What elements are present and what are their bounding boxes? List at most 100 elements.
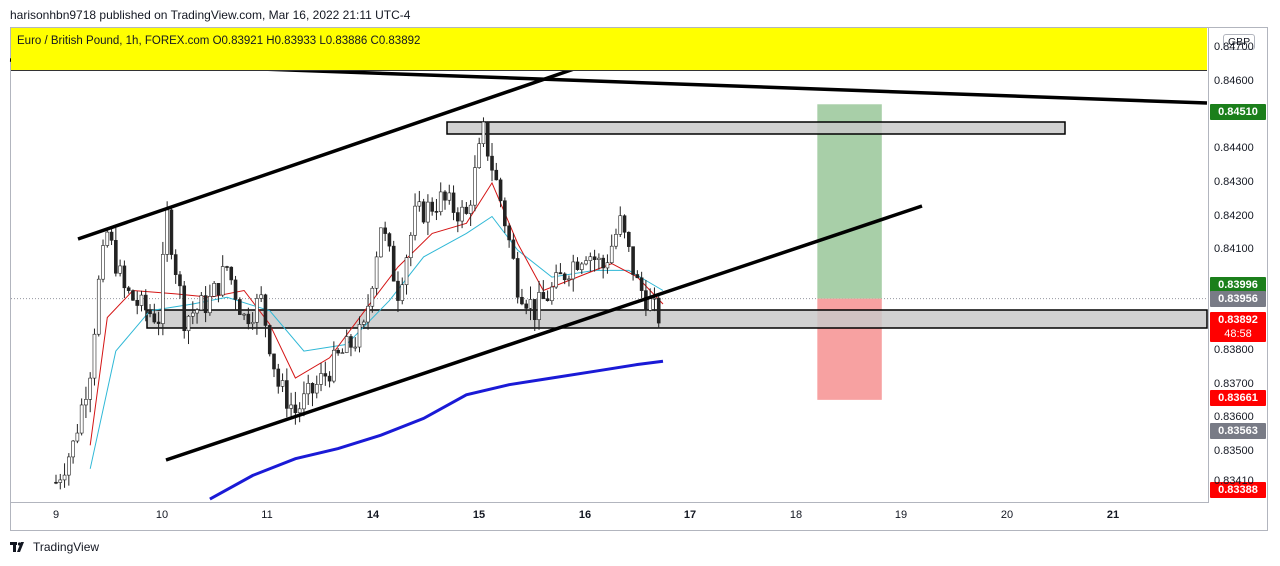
- candle-body: [109, 231, 114, 241]
- candle-body: [75, 432, 80, 442]
- candle-body: [353, 346, 358, 349]
- candle-body: [430, 201, 434, 212]
- candle-body: [417, 201, 422, 207]
- candle-body: [374, 256, 379, 289]
- candle-body: [554, 272, 558, 288]
- candle-body: [306, 383, 311, 395]
- candle-body: [96, 278, 101, 335]
- time-tick-16: 16: [578, 509, 592, 521]
- symbol-legend[interactable]: Euro / British Pound, 1h, FOREX.com O0.8…: [11, 28, 1207, 71]
- candle-body: [152, 313, 157, 323]
- price-tick: 0.84700: [1214, 41, 1254, 54]
- candle-body: [54, 481, 58, 484]
- candle-body: [447, 192, 452, 201]
- candle-body: [609, 245, 614, 263]
- candle-body: [456, 212, 460, 222]
- candle-body: [58, 479, 63, 483]
- candle-body: [579, 263, 584, 270]
- support-zone: [146, 309, 1208, 329]
- candle-body: [391, 245, 396, 282]
- candle-body: [652, 297, 657, 300]
- time-tick-14: 14: [366, 509, 380, 521]
- candle-body: [272, 353, 276, 370]
- candle-body: [635, 274, 640, 279]
- candle-body: [421, 201, 426, 223]
- candle-body: [229, 266, 234, 281]
- bar-countdown: 48:58: [1224, 328, 1252, 341]
- candle-body: [135, 299, 140, 306]
- candle-body: [79, 404, 84, 434]
- candle-body: [238, 299, 242, 315]
- candle-body: [473, 167, 477, 206]
- candle-body: [597, 257, 601, 260]
- candle-body: [105, 231, 110, 246]
- price-label: 0.83661: [1210, 389, 1266, 406]
- price-tick: 0.83500: [1214, 445, 1254, 457]
- candle-body: [524, 303, 529, 309]
- time-tick-17: 17: [683, 509, 697, 521]
- candle-body: [631, 246, 635, 275]
- price-tick: 0.84200: [1214, 209, 1254, 222]
- time-tick-9: 9: [52, 509, 60, 521]
- candle-body: [101, 245, 105, 280]
- candle-body: [216, 283, 221, 296]
- candle-body: [451, 192, 456, 213]
- candle-body: [88, 377, 92, 400]
- candle-body: [323, 373, 328, 377]
- candle-body: [349, 336, 353, 348]
- candle-body: [558, 272, 563, 275]
- time-tick-11: 11: [261, 509, 273, 521]
- candle-body: [618, 215, 623, 235]
- ema-fast-line: [89, 181, 664, 446]
- candle-body: [143, 294, 148, 311]
- candle-body: [310, 383, 315, 394]
- candle-body: [413, 205, 417, 236]
- candle-body: [541, 292, 546, 300]
- candle-body: [464, 206, 469, 214]
- candle-body: [584, 260, 588, 265]
- candle-body: [156, 321, 161, 324]
- footer-brand-text: TradingView: [33, 540, 100, 554]
- candle-body: [562, 273, 567, 281]
- candle-body: [344, 336, 349, 353]
- candle-body: [122, 265, 127, 289]
- candle-body: [537, 292, 541, 320]
- candle-body: [67, 456, 71, 476]
- candle-body: [195, 309, 199, 314]
- candle-body: [165, 209, 169, 255]
- candle-body: [601, 257, 605, 269]
- candle-body: [92, 333, 97, 379]
- candle-body: [622, 215, 627, 233]
- candle-body: [366, 305, 370, 323]
- candle-body: [460, 206, 464, 222]
- candle-body: [332, 349, 336, 382]
- chart-pane[interactable]: [10, 27, 1208, 503]
- candle-body: [259, 294, 263, 299]
- time-axis[interactable]: [10, 503, 1268, 531]
- candle-body: [114, 240, 118, 274]
- candle-body: [84, 399, 88, 406]
- currency-button[interactable]: GBP: [1223, 34, 1256, 50]
- legend-text: Euro / British Pound, 1h, FOREX.com O0.8…: [17, 35, 421, 47]
- price-axis[interactable]: [1208, 27, 1268, 503]
- tradingview-logo-icon: [10, 542, 24, 552]
- candle-body: [173, 254, 178, 275]
- time-tick-19: 19: [894, 509, 908, 521]
- candle-body: [481, 121, 486, 144]
- candle-body: [280, 380, 285, 387]
- candle-body: [426, 201, 430, 223]
- candle-body: [302, 393, 306, 410]
- price-tick: 0.84300: [1214, 175, 1254, 188]
- candle-body: [404, 257, 409, 286]
- candle-body: [293, 404, 298, 414]
- candle-body: [627, 231, 631, 247]
- candle-body: [370, 287, 375, 307]
- candle-body: [477, 143, 481, 168]
- candle-body: [528, 299, 533, 309]
- candle-body: [182, 285, 187, 332]
- price-label-value: 0.83892: [1218, 314, 1258, 327]
- candle-body: [468, 204, 473, 214]
- candle-body: [443, 191, 447, 201]
- time-tick-21: 21: [1106, 509, 1120, 521]
